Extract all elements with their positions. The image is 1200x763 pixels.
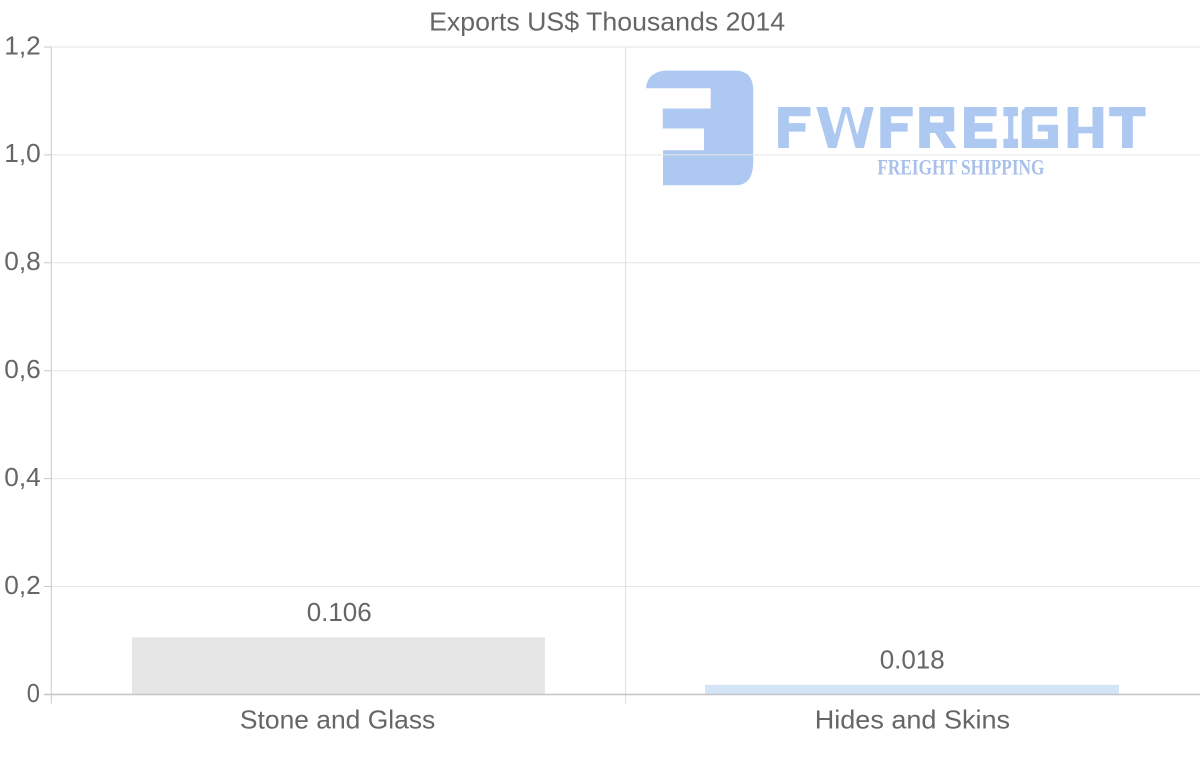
svg-text:0,4: 0,4: [4, 462, 41, 492]
svg-text:0,6: 0,6: [4, 354, 41, 384]
svg-text:Stone and Glass: Stone and Glass: [240, 705, 435, 735]
svg-text:0,8: 0,8: [4, 246, 41, 276]
svg-text:1,0: 1,0: [4, 138, 41, 168]
svg-text:Exports US$ Thousands 2014: Exports US$ Thousands 2014: [429, 7, 785, 37]
svg-text:1,2: 1,2: [4, 30, 41, 60]
svg-text:0,2: 0,2: [4, 570, 41, 600]
svg-text:Hides and Skins: Hides and Skins: [815, 705, 1010, 735]
svg-text:0: 0: [27, 678, 40, 708]
svg-text:0.106: 0.106: [307, 597, 372, 627]
svg-text:FREIGHT SHIPPING: FREIGHT SHIPPING: [877, 156, 1044, 180]
svg-text:0.018: 0.018: [880, 645, 945, 675]
